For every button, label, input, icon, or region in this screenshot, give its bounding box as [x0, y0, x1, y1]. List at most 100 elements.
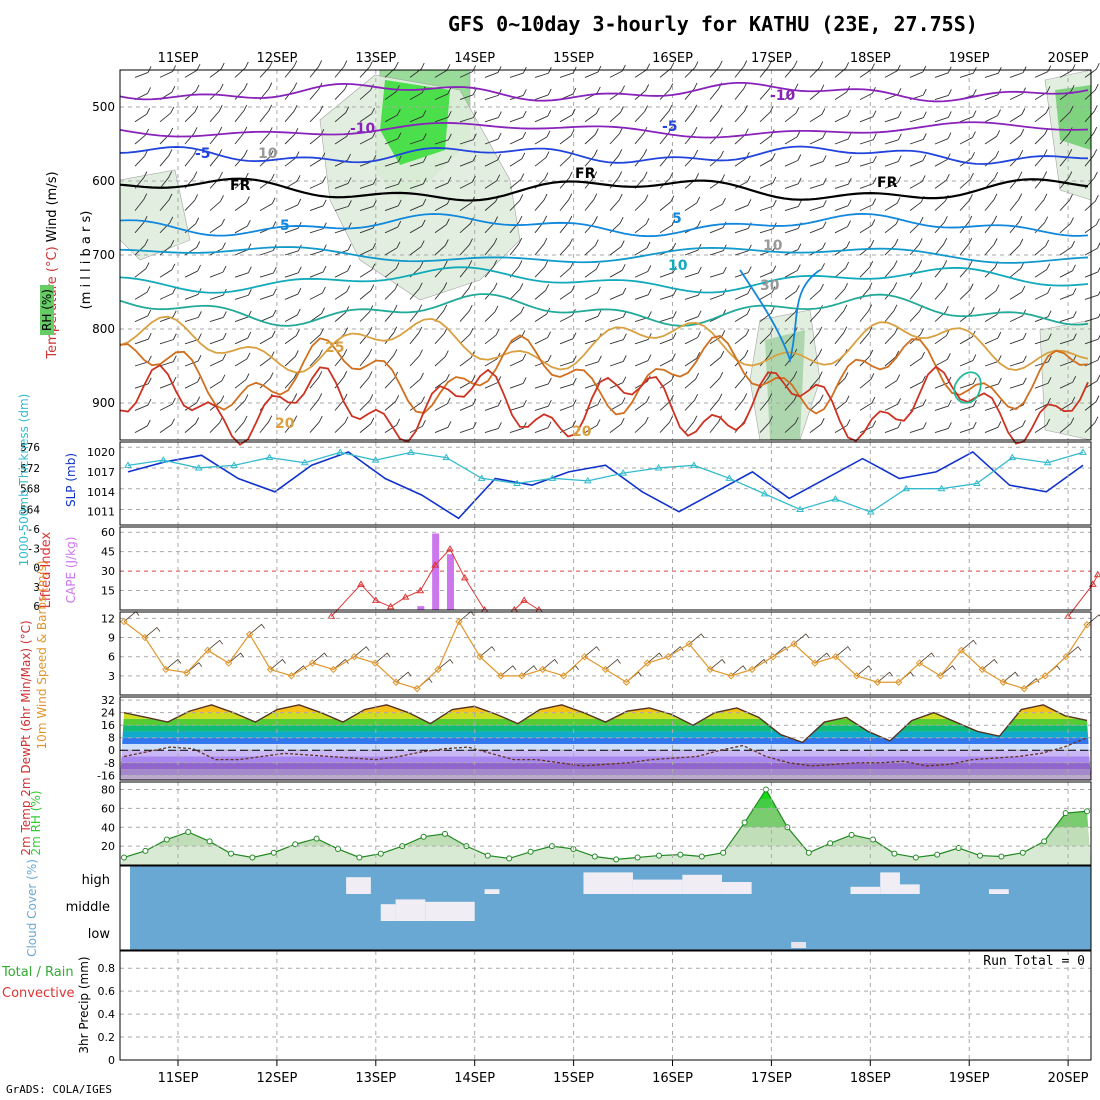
- wind-barb: [409, 110, 427, 123]
- wind-barb: [384, 178, 402, 189]
- wind-barb: [334, 264, 351, 278]
- contour-label: 25: [325, 340, 344, 356]
- wind-barb: [334, 393, 348, 411]
- cape-axis-label: CAPE (J/kg): [64, 537, 78, 604]
- wind-barb: [834, 326, 848, 345]
- li-point: [520, 596, 529, 603]
- surface-barb: [270, 658, 286, 670]
- date-label-bottom: 13SEP: [355, 1071, 396, 1086]
- wind-barb: [609, 193, 623, 211]
- wind-point: [141, 633, 149, 642]
- panel-frame: [119, 441, 1092, 526]
- wind-barb: [584, 65, 602, 78]
- rh-band: [120, 798, 1091, 809]
- wind-barb: [509, 237, 523, 256]
- wind-barb: [334, 285, 351, 300]
- wind-barb: [684, 127, 698, 145]
- wind-barb: [984, 308, 1001, 322]
- wind-point: [559, 672, 568, 680]
- wind-barb: [809, 200, 827, 212]
- rh-point: [228, 850, 234, 857]
- wind-barb: [709, 198, 726, 212]
- wind-barb: [959, 400, 977, 411]
- wind-barb: [434, 327, 448, 345]
- wind-barb: [309, 176, 327, 189]
- wind-barb: [1059, 64, 1076, 78]
- wind-barb: [784, 154, 802, 167]
- wind-point: [580, 652, 589, 661]
- wind-barb: [734, 222, 752, 234]
- wind-barb: [184, 354, 202, 367]
- wind-barb: [684, 104, 698, 123]
- wind-barb: [1059, 264, 1076, 278]
- wind-barb: [1059, 333, 1077, 345]
- li-point: [446, 545, 454, 552]
- surface-barb: [940, 665, 956, 677]
- slp-axis-label: SLP (mb): [64, 453, 78, 507]
- wind-barb: [459, 88, 477, 101]
- wind-barb: [234, 219, 251, 234]
- date-label-bottom: 12SEP: [256, 1071, 297, 1086]
- wind-barb: [359, 131, 376, 145]
- wind-barb: [984, 421, 1002, 434]
- wind-point: [287, 672, 296, 680]
- wind-barb: [834, 220, 851, 234]
- wind-barb: [1009, 332, 1027, 345]
- rh-point: [313, 835, 320, 842]
- wind-barb: [159, 287, 177, 300]
- wind-barb: [734, 82, 748, 100]
- wind-barb: [134, 286, 151, 300]
- thickness-point: [831, 495, 840, 502]
- rh-point: [1041, 838, 1048, 845]
- isotherm: [119, 81, 1089, 103]
- isotherm: [119, 177, 1089, 202]
- wind-barb: [1009, 355, 1027, 367]
- wind-barb: [359, 284, 375, 300]
- wind-barb: [1059, 311, 1077, 323]
- wind-barb: [409, 219, 426, 234]
- wind-barb: [634, 105, 649, 123]
- li-point: [1064, 612, 1072, 619]
- wind-speed-series: [123, 620, 1088, 690]
- wind-barb: [434, 350, 449, 367]
- wind-barb: [1084, 266, 1100, 278]
- cape-bar: [417, 606, 425, 610]
- wind-barb: [1009, 262, 1025, 278]
- wind-barb: [159, 239, 175, 256]
- wind-barb: [934, 174, 950, 189]
- wind-barb: [1009, 87, 1027, 101]
- wind-barb: [759, 327, 774, 345]
- wind-barb: [409, 133, 427, 145]
- wind-barb: [234, 266, 252, 278]
- wind-barb: [409, 304, 423, 322]
- wind-point: [183, 668, 191, 677]
- wind-barb: [909, 111, 927, 123]
- wind-barb: [884, 155, 902, 167]
- wind-barb: [459, 111, 477, 123]
- wind-barb: [234, 61, 249, 78]
- cloud-cell-low: [791, 942, 807, 948]
- wind-point: [308, 659, 317, 667]
- wind-barb: [209, 353, 227, 367]
- wind-barb: [409, 155, 427, 167]
- wind-barb: [484, 422, 502, 434]
- wind-barb: [484, 399, 502, 411]
- wind-barb: [359, 60, 373, 78]
- wind-barb: [784, 264, 801, 278]
- surface-barb: [877, 671, 893, 683]
- date-label-top: 12SEP: [256, 51, 297, 66]
- wind-barb: [884, 176, 902, 189]
- wind-barb: [884, 260, 898, 278]
- wind-point: [769, 652, 777, 661]
- wind-barb: [259, 415, 273, 433]
- thickness-point: [1008, 453, 1017, 461]
- panel-frame: [119, 69, 1092, 441]
- temp-bands: [120, 704, 1091, 780]
- wind-barb: [434, 176, 452, 189]
- rh-point: [356, 854, 363, 861]
- profile-ylabel-part: (m/s): [45, 171, 60, 209]
- surface-barb: [1003, 671, 1019, 683]
- wind-barb: [909, 282, 923, 300]
- wind-barb: [509, 110, 527, 123]
- rh-point: [827, 840, 834, 847]
